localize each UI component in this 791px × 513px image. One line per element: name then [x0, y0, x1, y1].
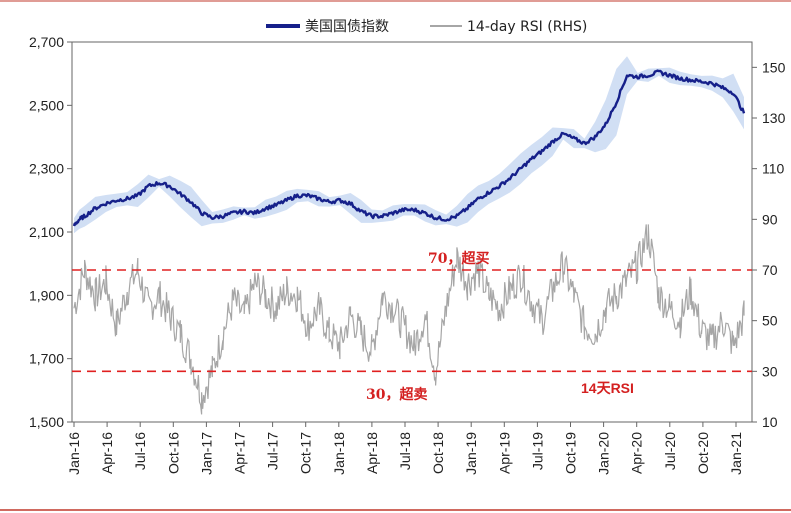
x-tick-label: Apr-17 — [232, 432, 248, 474]
index-line-layer — [72, 69, 746, 227]
x-tick-label: Jan-17 — [198, 432, 214, 475]
left-tick-label: 2,500 — [29, 97, 64, 113]
legend: 美国国债指数 14-day RSI (RHS) — [266, 19, 587, 35]
rsi-label: 14天RSI — [581, 380, 634, 396]
oversold-label: 30，超卖 — [366, 386, 427, 403]
left-tick-label: 1,900 — [29, 287, 64, 303]
legend-rsi-label: 14-day RSI (RHS) — [467, 19, 587, 35]
x-tick-label: Oct-20 — [695, 432, 711, 474]
index-range-band — [74, 56, 744, 234]
right-tick-label: 30 — [762, 363, 778, 379]
x-axis-ticks: Jan-16 Apr-16 Jul-16 Oct-16 Jan-17 Apr-17 Jul-… — [66, 422, 744, 475]
left-tick-label: 2,100 — [29, 224, 64, 240]
right-tick-label: 10 — [762, 414, 778, 430]
left-tick-label: 1,500 — [29, 414, 64, 430]
right-tick-label: 90 — [762, 211, 778, 227]
x-tick-label: Jul-17 — [265, 432, 281, 470]
x-tick-label: Apr-19 — [496, 432, 512, 474]
x-tick-label: Oct-17 — [298, 432, 314, 474]
legend-index-label: 美国国债指数 — [305, 19, 389, 35]
x-tick-label: Jan-21 — [728, 432, 744, 475]
rsi-line-layer — [73, 224, 745, 415]
overbought-label: 70，超买 — [428, 250, 489, 267]
x-tick-label: Oct-16 — [165, 432, 181, 474]
x-tick-label: Jul-19 — [529, 432, 545, 470]
x-tick-label: Jul-18 — [397, 432, 413, 470]
x-tick-label: Jan-16 — [66, 432, 82, 475]
left-axis-ticks: 1,500 1,700 1,900 2,100 2,300 2,500 2,700 — [29, 34, 72, 430]
x-tick-label: Oct-18 — [430, 432, 446, 474]
x-tick-label: Apr-16 — [99, 432, 115, 474]
index-band-layer — [74, 56, 744, 234]
right-tick-label: 70 — [762, 262, 778, 278]
left-tick-label: 1,700 — [29, 351, 64, 367]
rsi-series-line — [73, 224, 745, 415]
x-tick-label: Jul-20 — [662, 432, 678, 470]
right-tick-label: 50 — [762, 313, 778, 329]
threshold-layer — [72, 269, 752, 373]
x-tick-label: Jan-18 — [331, 432, 347, 475]
x-tick-label: Apr-20 — [629, 432, 645, 474]
right-axis-ticks: 10 30 50 70 90 110 130 150 — [752, 59, 786, 430]
right-tick-label: 130 — [762, 110, 786, 126]
index-series-line — [72, 69, 746, 227]
right-tick-label: 150 — [762, 59, 786, 75]
left-tick-label: 2,700 — [29, 34, 64, 50]
x-tick-label: Jul-16 — [132, 432, 148, 470]
left-tick-label: 2,300 — [29, 161, 64, 177]
plot-frame — [71, 41, 753, 423]
right-tick-label: 110 — [762, 161, 785, 177]
x-tick-label: Jan-20 — [596, 432, 612, 475]
x-tick-label: Apr-18 — [364, 432, 380, 474]
x-tick-label: Oct-19 — [563, 432, 579, 474]
x-tick-label: Jan-19 — [463, 432, 479, 475]
